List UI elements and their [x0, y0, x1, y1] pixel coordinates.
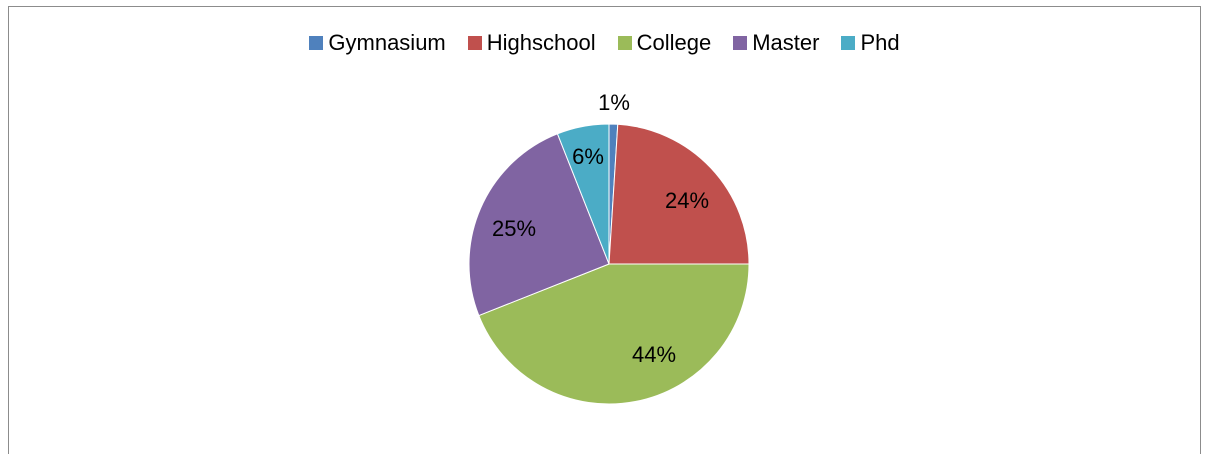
legend-label-highschool: Highschool	[486, 30, 596, 55]
pie-slice-master	[468, 133, 610, 317]
data-label-highschool: 24%	[665, 188, 709, 213]
legend-item-master: Master	[733, 32, 819, 54]
legend-item-college: College	[617, 30, 712, 55]
pie-slice-college	[478, 263, 750, 405]
legend-item-gymnasium: Gymnasium	[309, 30, 446, 55]
legend-swatch-master	[733, 36, 748, 50]
legend-label-master: Master	[752, 30, 820, 55]
pie-slice-phd	[556, 123, 610, 265]
legend-label-college: College	[636, 30, 712, 55]
legend-swatch-highschool	[467, 36, 482, 50]
data-label-gymnasium: 1%	[598, 90, 630, 115]
legend-item-highschool: Highschool	[467, 30, 596, 55]
pie-slice-highschool	[608, 123, 750, 265]
legend-label-gymnasium: Gymnasium	[328, 30, 446, 55]
legend-swatch-college	[617, 36, 632, 50]
legend-swatch-phd	[841, 36, 856, 50]
legend-label-phd: Phd	[860, 30, 900, 55]
legend-swatch-gymnasium	[309, 36, 324, 50]
data-label-college: 44%	[632, 342, 676, 367]
data-label-phd: 6%	[572, 144, 604, 169]
chart-legend: Gymnasium Highschool College Master Phd	[0, 32, 1209, 54]
legend-item-phd: Phd	[841, 30, 900, 55]
data-label-master: 25%	[492, 216, 536, 241]
